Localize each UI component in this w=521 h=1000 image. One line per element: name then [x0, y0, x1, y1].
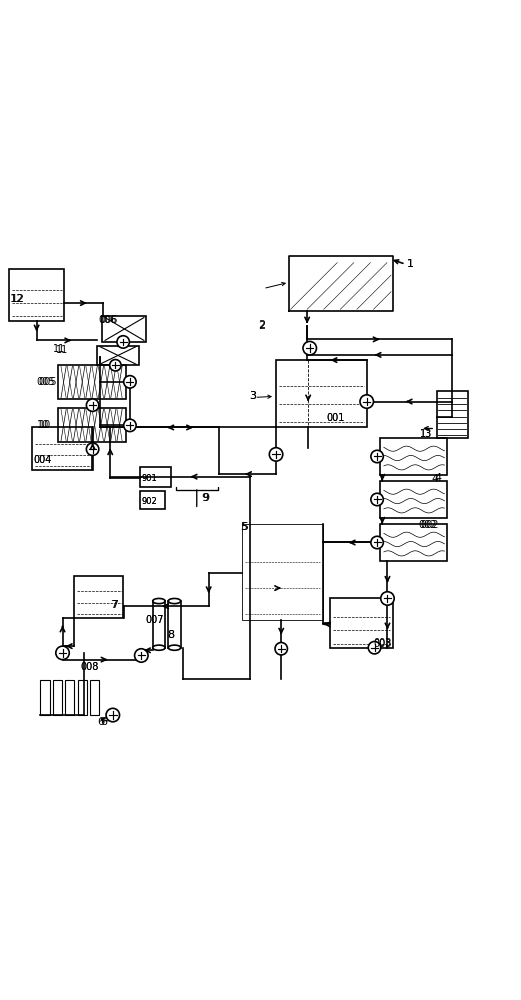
Bar — [140, 491, 165, 509]
Text: 901: 901 — [141, 474, 157, 483]
Text: 1: 1 — [407, 259, 414, 269]
Circle shape — [56, 646, 69, 660]
Ellipse shape — [168, 645, 181, 650]
Bar — [276, 360, 367, 427]
Text: 902: 902 — [141, 497, 157, 506]
Bar — [168, 601, 181, 648]
Text: 006: 006 — [99, 315, 117, 325]
Bar — [330, 598, 393, 648]
Text: 001: 001 — [327, 413, 345, 423]
Bar — [380, 524, 447, 561]
Circle shape — [123, 376, 136, 388]
Text: 008: 008 — [80, 662, 98, 672]
Circle shape — [371, 450, 383, 463]
Bar — [242, 524, 322, 620]
Ellipse shape — [153, 645, 165, 650]
Bar — [78, 680, 87, 715]
Text: 13: 13 — [420, 429, 432, 439]
Text: 003: 003 — [374, 638, 392, 648]
Text: 10: 10 — [39, 420, 51, 430]
Text: 8: 8 — [167, 630, 175, 640]
Text: 6: 6 — [97, 717, 104, 727]
Text: 7: 7 — [110, 600, 117, 610]
Text: 2: 2 — [258, 321, 265, 331]
Text: 005: 005 — [39, 377, 57, 387]
Circle shape — [275, 643, 288, 655]
Bar — [380, 438, 447, 475]
Text: 008: 008 — [80, 662, 98, 672]
Bar — [437, 391, 468, 438]
Text: 2: 2 — [258, 320, 265, 330]
Text: 9: 9 — [201, 493, 208, 503]
Text: 6: 6 — [100, 717, 107, 727]
Text: 12: 12 — [11, 294, 25, 304]
Circle shape — [117, 336, 129, 348]
Bar — [58, 408, 126, 442]
Ellipse shape — [168, 598, 181, 604]
Text: 3: 3 — [249, 391, 256, 401]
Text: 11: 11 — [56, 345, 68, 355]
Text: 901: 901 — [141, 474, 157, 483]
Bar — [103, 316, 146, 342]
Text: 13: 13 — [420, 429, 432, 439]
Circle shape — [269, 448, 283, 461]
Bar — [90, 680, 100, 715]
Text: 006: 006 — [100, 315, 118, 325]
Ellipse shape — [153, 598, 165, 604]
Circle shape — [86, 399, 99, 411]
Bar — [9, 269, 64, 321]
Bar — [153, 601, 165, 648]
Text: 10: 10 — [36, 420, 49, 430]
Circle shape — [303, 341, 316, 355]
Text: 8: 8 — [167, 630, 175, 640]
Bar — [74, 576, 123, 618]
Circle shape — [360, 395, 374, 408]
Text: 9: 9 — [202, 493, 209, 503]
Text: 007: 007 — [145, 615, 164, 625]
Bar — [58, 365, 126, 399]
Bar — [32, 427, 92, 470]
Bar — [97, 346, 139, 365]
Bar — [140, 467, 171, 487]
Circle shape — [371, 493, 383, 506]
Text: 7: 7 — [111, 600, 118, 610]
Bar — [53, 680, 62, 715]
Bar — [380, 481, 447, 518]
Text: 002: 002 — [418, 520, 437, 530]
Text: 002: 002 — [420, 520, 439, 530]
Text: 5: 5 — [240, 522, 247, 532]
Text: 5: 5 — [241, 522, 249, 532]
Bar — [65, 680, 75, 715]
Text: 4: 4 — [431, 474, 439, 484]
Text: 11: 11 — [53, 344, 66, 354]
Bar — [40, 680, 49, 715]
Circle shape — [371, 536, 383, 549]
Circle shape — [381, 592, 394, 605]
Circle shape — [123, 419, 136, 432]
Text: 1: 1 — [407, 259, 414, 269]
Circle shape — [110, 360, 121, 371]
Text: 003: 003 — [374, 639, 392, 649]
Text: 001: 001 — [327, 413, 345, 423]
Text: 3: 3 — [249, 391, 256, 401]
Text: 902: 902 — [141, 497, 157, 506]
Text: 005: 005 — [36, 377, 55, 387]
Text: 12: 12 — [10, 294, 24, 304]
Text: 4: 4 — [434, 473, 441, 483]
Text: 004: 004 — [33, 455, 52, 465]
Text: 004: 004 — [33, 455, 52, 465]
Circle shape — [106, 708, 119, 722]
Circle shape — [368, 641, 381, 654]
Circle shape — [86, 443, 99, 455]
Text: 007: 007 — [145, 615, 164, 625]
Circle shape — [134, 649, 148, 662]
